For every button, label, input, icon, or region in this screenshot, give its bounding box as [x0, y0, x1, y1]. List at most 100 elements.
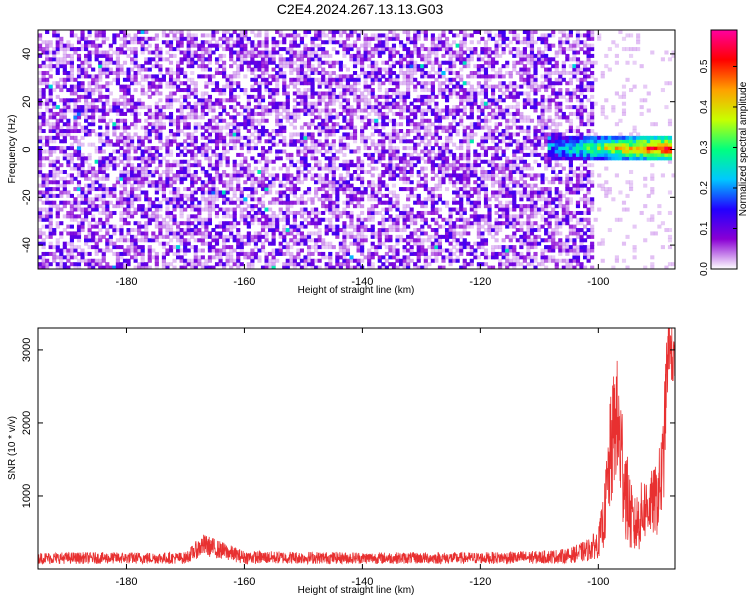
heatmap-cell: [324, 94, 329, 99]
heatmap-cell: [349, 122, 354, 127]
heatmap-cell: [268, 258, 273, 263]
heatmap-cell: [154, 111, 159, 116]
heatmap-cell: [232, 146, 237, 151]
heatmap-cell: [55, 60, 60, 65]
heatmap-cell: [186, 142, 191, 147]
heatmap-cell: [388, 190, 393, 195]
heatmap-cell: [388, 70, 393, 75]
heatmap-cell: [101, 234, 106, 239]
heatmap-cell: [76, 129, 82, 134]
heatmap-cell: [137, 183, 142, 188]
heatmap-cell: [257, 176, 262, 181]
heatmap-cell: [200, 105, 205, 110]
heatmap-cell: [147, 36, 152, 41]
heatmap-cell: [52, 115, 57, 120]
heatmap-cell: [374, 129, 379, 134]
heatmap-cell: [115, 77, 120, 82]
heatmap-cell: [179, 36, 184, 41]
heatmap-cell: [140, 142, 145, 147]
heatmap-cell: [147, 248, 152, 253]
heatmap-cell: [246, 129, 251, 134]
heatmap-cell: [38, 43, 43, 48]
heatmap-cell: [282, 105, 287, 110]
heatmap-cell: [126, 53, 131, 58]
heatmap-cell: [398, 166, 404, 171]
heatmap-cell: [278, 248, 283, 253]
heatmap-cell: [144, 30, 149, 35]
heatmap-cell: [126, 221, 131, 226]
heatmap-cell: [87, 152, 92, 157]
heatmap-cell: [423, 180, 428, 185]
heatmap-cell: [448, 43, 453, 48]
heatmap-cell: [94, 262, 99, 267]
heatmap-cell: [84, 74, 89, 79]
heatmap-cell: [299, 67, 305, 72]
heatmap-cell: [172, 98, 177, 103]
heatmap-cell: [165, 251, 170, 256]
heatmap-cell: [299, 36, 305, 41]
heatmap-cell: [165, 204, 170, 209]
heatmap-cell: [370, 180, 375, 185]
heatmap-cell: [69, 262, 74, 267]
heatmap-cell: [246, 115, 251, 120]
heatmap-cell: [342, 176, 347, 181]
heatmap-cell: [161, 156, 166, 161]
heatmap-cell: [434, 173, 439, 178]
heatmap-cell: [381, 262, 386, 267]
heatmap-cell: [69, 238, 74, 243]
heatmap-cell: [310, 36, 315, 41]
heatmap-cell: [352, 98, 358, 103]
heatmap-cell: [377, 180, 382, 185]
heatmap-cell: [218, 135, 223, 140]
heatmap-cell: [204, 262, 209, 267]
heatmap-cell: [416, 98, 421, 103]
heatmap-cell: [218, 118, 223, 123]
heatmap-cell: [427, 224, 432, 229]
heatmap-cell: [398, 159, 404, 164]
heatmap-cell: [41, 74, 46, 79]
heatmap-cell: [338, 262, 343, 267]
heatmap-cell: [413, 122, 418, 127]
heatmap-cell: [321, 217, 326, 222]
heatmap-cell: [144, 193, 149, 198]
heatmap-cell: [395, 193, 400, 198]
heatmap-cell: [374, 166, 379, 171]
heatmap-cell: [328, 98, 333, 103]
heatmap-cell: [367, 169, 372, 174]
heatmap-cell: [122, 169, 128, 174]
heatmap-cell: [335, 265, 340, 269]
heatmap-cell: [434, 234, 439, 239]
heatmap-cell: [62, 77, 67, 82]
heatmap-cell: [434, 129, 439, 134]
heatmap-cell: [423, 204, 428, 209]
heatmap-cell: [296, 88, 301, 93]
heatmap-cell: [306, 234, 312, 239]
heatmap-cell: [101, 60, 106, 65]
heatmap-cell: [218, 43, 223, 48]
heatmap-cell: [69, 251, 74, 256]
heatmap-cell: [133, 241, 138, 246]
heatmap-cell: [41, 176, 46, 181]
heatmap-cell: [321, 146, 326, 151]
heatmap-cell: [299, 77, 305, 82]
heatmap-cell: [246, 111, 251, 116]
heatmap-cell: [416, 81, 421, 86]
heatmap-cell: [222, 200, 227, 205]
heatmap-cell: [133, 88, 138, 93]
heatmap-cell: [186, 105, 191, 110]
heatmap-cell: [360, 94, 365, 99]
heatmap-cell: [133, 50, 138, 55]
heatmap-cell: [214, 146, 220, 151]
heatmap-cell: [271, 238, 276, 243]
heatmap-cell: [264, 70, 269, 75]
heatmap-cell: [73, 118, 78, 123]
heatmap-cell: [52, 200, 57, 205]
heatmap-cell: [98, 217, 103, 222]
heatmap-cell: [204, 207, 209, 212]
heatmap-cell: [292, 50, 297, 55]
heatmap-cell: [430, 204, 435, 209]
heatmap-cell: [264, 47, 269, 52]
heatmap-cell: [268, 81, 273, 86]
heatmap-cell: [444, 146, 450, 151]
heatmap-cell: [370, 70, 375, 75]
